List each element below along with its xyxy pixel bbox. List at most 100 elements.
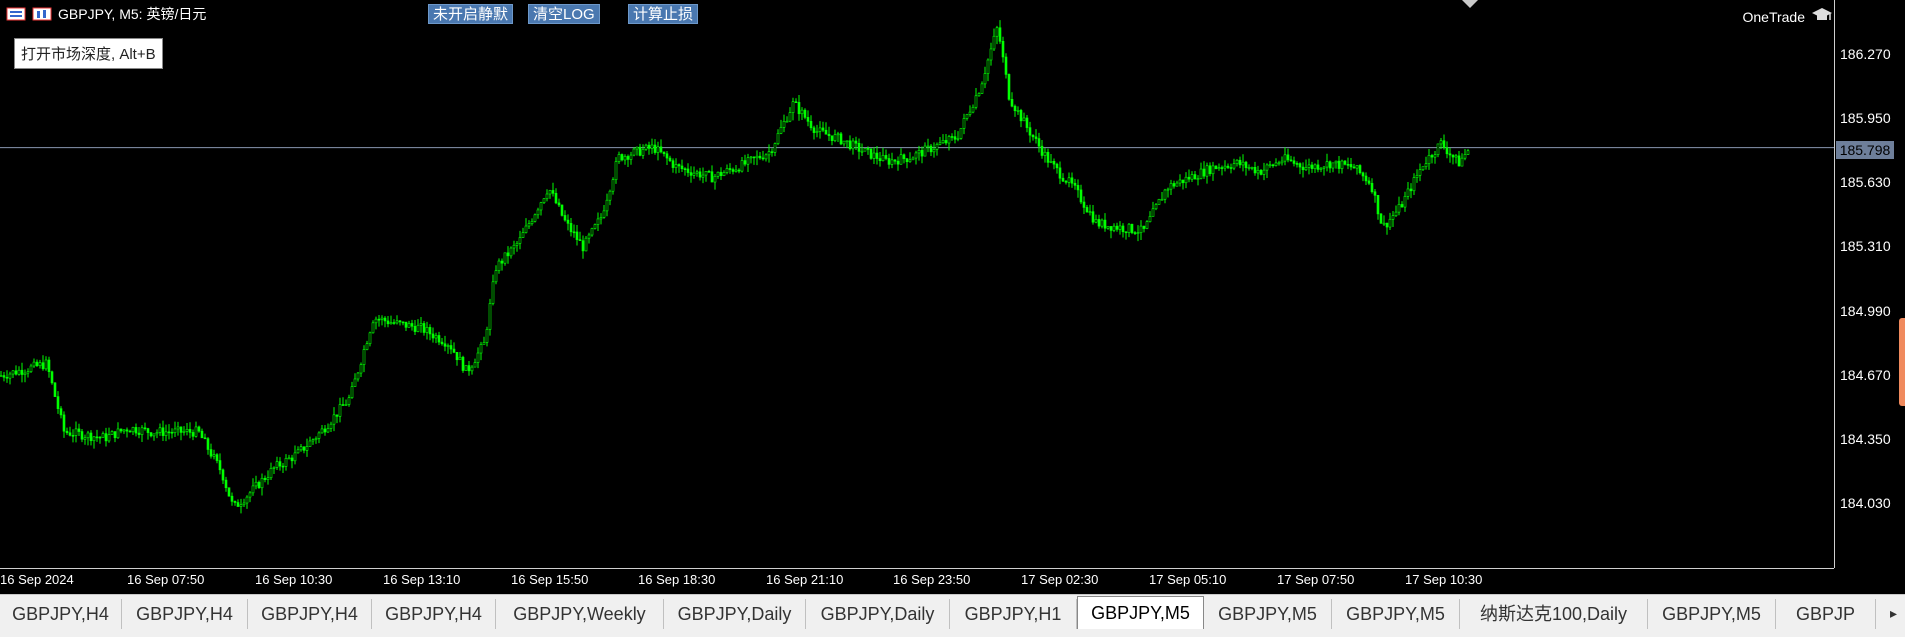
scroll-right-icon[interactable]: ▸ xyxy=(1889,605,1897,621)
price-axis[interactable] xyxy=(1834,0,1905,568)
price-tick-label: 185.630 xyxy=(1840,174,1891,190)
candle-body xyxy=(1070,177,1074,184)
candle-body xyxy=(632,148,636,156)
candle-body xyxy=(386,320,390,325)
candle-body xyxy=(1331,162,1335,169)
tab-active[interactable]: GBPJPY,M5 xyxy=(1077,596,1204,629)
candle-body xyxy=(365,343,369,350)
candle-body xyxy=(644,144,648,150)
candle-body xyxy=(527,223,531,227)
candle-body xyxy=(1163,189,1167,200)
time-axis[interactable] xyxy=(0,568,1834,595)
chart-tab[interactable]: GBPJPY,H1 xyxy=(950,599,1077,629)
symbol-icon[interactable] xyxy=(32,6,52,22)
chart-window-icon[interactable] xyxy=(6,6,26,22)
time-tick-label: 16 Sep 13:10 xyxy=(383,572,461,587)
candle-body xyxy=(665,153,669,159)
clear-log-button[interactable]: 清空LOG xyxy=(528,4,600,24)
chart-tab[interactable]: GBPJPY,M5 xyxy=(1204,599,1332,629)
candle-body xyxy=(488,303,492,330)
candle-body xyxy=(1304,167,1308,171)
candle-body xyxy=(1400,204,1404,208)
chart-tab[interactable]: GBPJPY,M5 xyxy=(1648,599,1776,629)
candle-body xyxy=(419,323,423,326)
chart-tab[interactable]: GBPJPY,H4 xyxy=(0,599,122,629)
chart-tab[interactable]: GBPJPY,H4 xyxy=(372,599,496,629)
chart-tab[interactable]: GBPJPY,M5 xyxy=(1332,599,1460,629)
candle-body xyxy=(1178,179,1182,184)
candle-body xyxy=(1172,183,1176,187)
candle-body xyxy=(1055,163,1059,169)
chart-header: GBPJPY, M5: 英镑/日元 xyxy=(6,4,206,24)
chart-tab[interactable]: GBPJPY,Daily xyxy=(664,599,806,629)
candle-body xyxy=(1181,179,1185,184)
candle-body xyxy=(704,170,708,176)
candle-body xyxy=(929,145,933,153)
candle-body xyxy=(650,144,654,149)
candle-body xyxy=(1334,160,1338,164)
candle-body xyxy=(569,223,573,233)
candle-body xyxy=(362,349,366,365)
chart-tab[interactable]: GBPJPY,H4 xyxy=(248,599,372,629)
candle-body xyxy=(737,169,741,172)
candle-body xyxy=(1136,232,1140,234)
candle-body xyxy=(101,433,105,438)
side-panel-handle[interactable] xyxy=(1899,318,1905,406)
candle-body xyxy=(1004,56,1008,75)
candle-body xyxy=(851,140,855,150)
candle-body xyxy=(440,341,444,345)
candle-body xyxy=(965,114,969,119)
candle-body xyxy=(68,432,72,436)
candle-body xyxy=(740,160,744,172)
candle-body xyxy=(1268,164,1272,167)
candle-body xyxy=(185,429,189,432)
candle-body xyxy=(1247,167,1251,169)
candle-body xyxy=(473,362,477,368)
candle-body xyxy=(806,117,810,122)
chart-tab[interactable]: 纳斯达克100,Daily xyxy=(1460,599,1648,629)
brand[interactable]: OneTrade xyxy=(1742,6,1833,27)
candle-body xyxy=(857,142,861,152)
chart-tab[interactable]: GBPJPY,H4 xyxy=(122,599,248,629)
candle-body xyxy=(827,133,831,137)
candle-body xyxy=(899,154,903,165)
price-chart[interactable] xyxy=(0,0,1834,568)
candle-body xyxy=(122,429,126,432)
candle-body xyxy=(1073,182,1077,186)
silent-mode-button[interactable]: 未开启静默 xyxy=(428,4,514,24)
candle-body xyxy=(1124,231,1128,234)
candle-body xyxy=(533,214,537,222)
candle-body xyxy=(164,431,168,436)
candle-body xyxy=(161,427,165,436)
candle-body xyxy=(263,477,267,480)
candle-body xyxy=(152,433,156,437)
price-tick-label: 185.950 xyxy=(1840,110,1891,126)
candle-body xyxy=(539,202,543,211)
candle-body xyxy=(551,190,555,194)
candle-body xyxy=(785,120,789,123)
candle-body xyxy=(1466,150,1470,155)
chart-tab[interactable]: GBPJPY,Weekly xyxy=(496,599,664,629)
candle-body xyxy=(1133,232,1137,234)
candle-body xyxy=(668,157,672,162)
candle-body xyxy=(125,429,129,432)
candle-body xyxy=(212,454,216,457)
scroll-marker-icon[interactable] xyxy=(1462,0,1478,8)
calc-stoploss-button[interactable]: 计算止损 xyxy=(628,4,699,24)
candle-body xyxy=(578,239,582,241)
candle-body xyxy=(389,322,393,325)
candle-body xyxy=(734,169,738,172)
candle-body xyxy=(404,321,408,328)
candle-body xyxy=(1238,159,1242,166)
candle-body xyxy=(326,428,330,433)
candle-body xyxy=(1019,110,1023,122)
candle-body xyxy=(56,396,60,409)
candle-body xyxy=(1427,155,1431,165)
candle-body xyxy=(221,469,225,481)
chart-area[interactable] xyxy=(0,0,1834,568)
chart-tab[interactable]: GBPJP xyxy=(1776,599,1876,629)
candle-body xyxy=(356,372,360,380)
chart-tab[interactable]: GBPJPY,Daily xyxy=(806,599,950,629)
candle-body xyxy=(437,335,441,343)
candle-body xyxy=(518,237,522,244)
